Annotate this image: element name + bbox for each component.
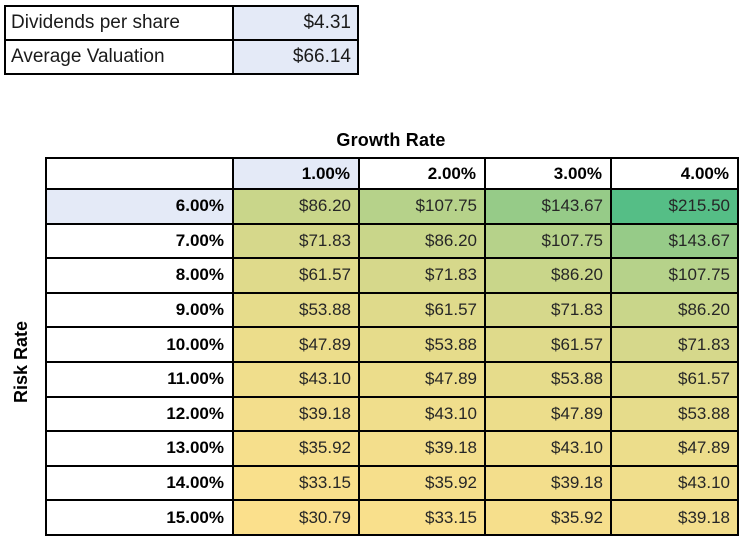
- table-row: 14.00% $33.15 $35.92 $39.18 $43.10: [45, 464, 739, 502]
- row-label-cell[interactable]: 8.00%: [45, 257, 234, 294]
- dividends-per-share-value[interactable]: $4.31: [232, 5, 359, 41]
- value-cell[interactable]: $53.88: [484, 360, 612, 398]
- average-valuation-label[interactable]: Average Valuation: [4, 39, 234, 75]
- row-label-cell[interactable]: 9.00%: [45, 291, 234, 329]
- info-row: Dividends per share $4.31: [4, 5, 359, 41]
- value-cell[interactable]: $39.18: [358, 430, 486, 467]
- value-cell[interactable]: $33.15: [358, 499, 486, 536]
- value-cell[interactable]: $107.75: [610, 257, 739, 294]
- value-cell[interactable]: $107.75: [484, 222, 612, 260]
- value-cell[interactable]: $35.92: [484, 499, 612, 536]
- value-cell[interactable]: $143.67: [484, 188, 612, 225]
- value-cell[interactable]: $39.18: [484, 464, 612, 502]
- value-cell[interactable]: $61.57: [232, 257, 360, 294]
- value-cell[interactable]: $86.20: [610, 291, 739, 329]
- info-row: Average Valuation $66.14: [4, 39, 359, 75]
- value-cell[interactable]: $61.57: [484, 326, 612, 363]
- row-label-cell[interactable]: 6.00%: [45, 188, 234, 225]
- sensitivity-table: 1.00% 2.00% 3.00% 4.00% 6.00% $86.20 $107.75 $…: [45, 157, 739, 536]
- dividends-per-share-label[interactable]: Dividends per share: [4, 5, 234, 41]
- value-cell[interactable]: $86.20: [232, 188, 360, 225]
- col-header-cell[interactable]: 4.00%: [610, 157, 739, 190]
- row-label-cell[interactable]: 10.00%: [45, 326, 234, 363]
- value-cell[interactable]: $35.92: [358, 464, 486, 502]
- table-row: 8.00% $61.57 $71.83 $86.20 $107.75: [45, 257, 739, 294]
- column-header-row: 1.00% 2.00% 3.00% 4.00%: [45, 157, 739, 190]
- value-cell[interactable]: $53.88: [232, 291, 360, 329]
- info-table: Dividends per share $4.31 Average Valuat…: [4, 5, 359, 75]
- value-cell[interactable]: $47.89: [358, 360, 486, 398]
- value-cell[interactable]: $215.50: [610, 188, 739, 225]
- value-cell[interactable]: $86.20: [484, 257, 612, 294]
- row-label-cell[interactable]: 12.00%: [45, 395, 234, 433]
- table-row: 10.00% $47.89 $53.88 $61.57 $71.83: [45, 326, 739, 363]
- row-label-cell[interactable]: 14.00%: [45, 464, 234, 502]
- value-cell[interactable]: $39.18: [232, 395, 360, 433]
- value-cell[interactable]: $61.57: [358, 291, 486, 329]
- table-row: 6.00% $86.20 $107.75 $143.67 $215.50: [45, 188, 739, 225]
- corner-cell[interactable]: [45, 157, 234, 190]
- value-cell[interactable]: $53.88: [610, 395, 739, 433]
- value-cell[interactable]: $33.15: [232, 464, 360, 502]
- value-cell[interactable]: $53.88: [358, 326, 486, 363]
- value-cell[interactable]: $43.10: [358, 395, 486, 433]
- table-row: 9.00% $53.88 $61.57 $71.83 $86.20: [45, 291, 739, 329]
- table-row: 11.00% $43.10 $47.89 $53.88 $61.57: [45, 360, 739, 398]
- row-label-cell[interactable]: 7.00%: [45, 222, 234, 260]
- value-cell[interactable]: $71.83: [358, 257, 486, 294]
- average-valuation-value[interactable]: $66.14: [232, 39, 359, 75]
- risk-rate-axis-label: Risk Rate: [11, 320, 31, 404]
- col-header-cell[interactable]: 1.00%: [232, 157, 360, 190]
- value-cell[interactable]: $35.92: [232, 430, 360, 467]
- value-cell[interactable]: $61.57: [610, 360, 739, 398]
- value-cell[interactable]: $43.10: [484, 430, 612, 467]
- value-cell[interactable]: $71.83: [484, 291, 612, 329]
- col-header-cell[interactable]: 2.00%: [358, 157, 486, 190]
- value-cell[interactable]: $71.83: [232, 222, 360, 260]
- table-row: 12.00% $39.18 $43.10 $47.89 $53.88: [45, 395, 739, 433]
- value-cell[interactable]: $43.10: [610, 464, 739, 502]
- value-cell[interactable]: $47.89: [232, 326, 360, 363]
- table-row: 13.00% $35.92 $39.18 $43.10 $47.89: [45, 430, 739, 467]
- row-label-cell[interactable]: 13.00%: [45, 430, 234, 467]
- value-cell[interactable]: $107.75: [358, 188, 486, 225]
- value-cell[interactable]: $47.89: [484, 395, 612, 433]
- value-cell[interactable]: $71.83: [610, 326, 739, 363]
- row-label-cell[interactable]: 11.00%: [45, 360, 234, 398]
- value-cell[interactable]: $39.18: [610, 499, 739, 536]
- value-cell[interactable]: $143.67: [610, 222, 739, 260]
- value-cell[interactable]: $86.20: [358, 222, 486, 260]
- row-label-cell[interactable]: 15.00%: [45, 499, 234, 536]
- growth-rate-title: Growth Rate: [336, 130, 446, 150]
- sensitivity-body: 6.00% $86.20 $107.75 $143.67 $215.50 7.00% $71…: [45, 188, 739, 536]
- col-header-cell[interactable]: 3.00%: [484, 157, 612, 190]
- value-cell[interactable]: $30.79: [232, 499, 360, 536]
- table-row: 15.00% $30.79 $33.15 $35.92 $39.18: [45, 499, 739, 536]
- value-cell[interactable]: $47.89: [610, 430, 739, 467]
- value-cell[interactable]: $43.10: [232, 360, 360, 398]
- table-row: 7.00% $71.83 $86.20 $107.75 $143.67: [45, 222, 739, 260]
